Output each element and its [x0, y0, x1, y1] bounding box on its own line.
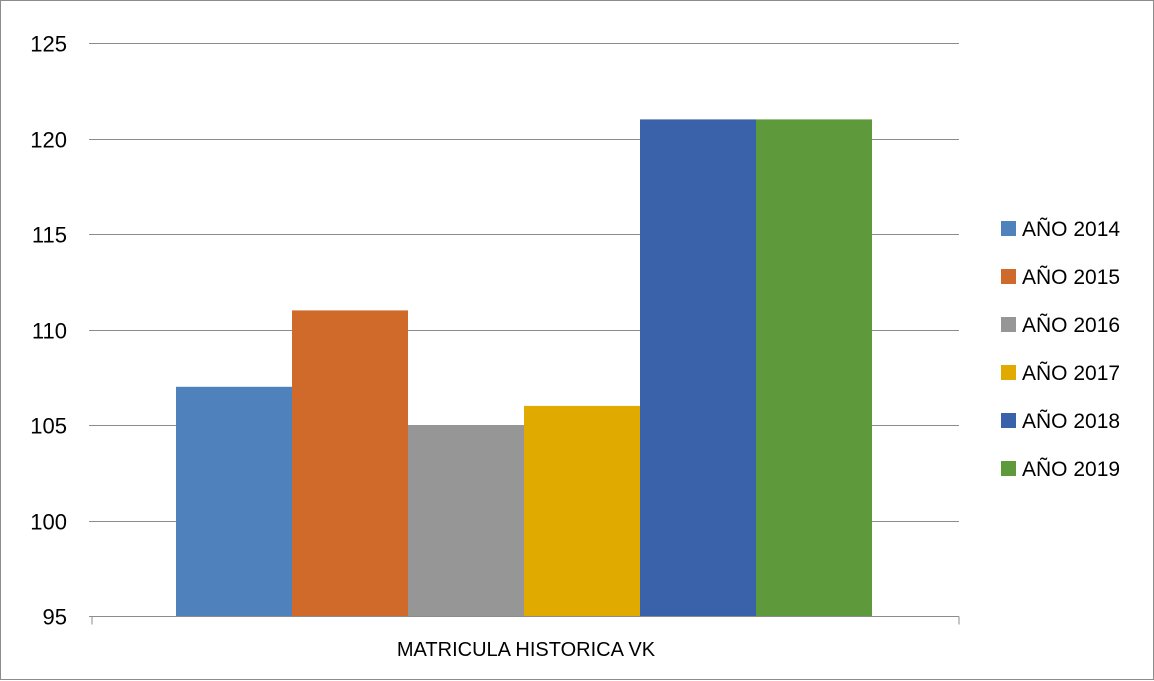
axes: 95 100 105 110 115 120 125 MATRICULA HISTORICA … [30, 32, 960, 661]
y-tick-label: 100 [30, 510, 67, 535]
legend: AÑO 2014 AÑO 2015 AÑO 2016 AÑO 2017 AÑO 2018… [1001, 217, 1120, 481]
y-tick-label: 115 [32, 223, 67, 248]
legend-swatch [1001, 461, 1016, 476]
legend-swatch [1001, 413, 1016, 428]
bar-a-o-2018 [640, 119, 756, 617]
bar-a-o-2016 [408, 425, 524, 616]
bar-a-o-2014 [176, 386, 292, 616]
legend-label: AÑO 2018 [1022, 409, 1120, 433]
legend-label: AÑO 2019 [1022, 457, 1120, 481]
bar-a-o-2015 [292, 310, 408, 616]
x-category-label: MATRICULA HISTORICA VK [397, 639, 656, 661]
bars [176, 119, 872, 617]
legend-swatch [1001, 269, 1016, 284]
bar-a-o-2017 [524, 405, 640, 616]
legend-swatch [1001, 221, 1016, 236]
y-tick-label: 110 [32, 319, 67, 344]
legend-label: AÑO 2014 [1022, 217, 1120, 241]
legend-swatch [1001, 365, 1016, 380]
y-tick-label: 125 [30, 32, 67, 57]
y-tick-label: 120 [30, 128, 67, 153]
legend-label: AÑO 2017 [1022, 361, 1120, 385]
y-tick-label: 95 [43, 605, 67, 630]
legend-label: AÑO 2015 [1022, 265, 1120, 289]
y-tick-label: 105 [30, 414, 67, 439]
legend-label: AÑO 2016 [1022, 313, 1120, 337]
bar-a-o-2019 [756, 119, 872, 617]
legend-swatch [1001, 317, 1016, 332]
